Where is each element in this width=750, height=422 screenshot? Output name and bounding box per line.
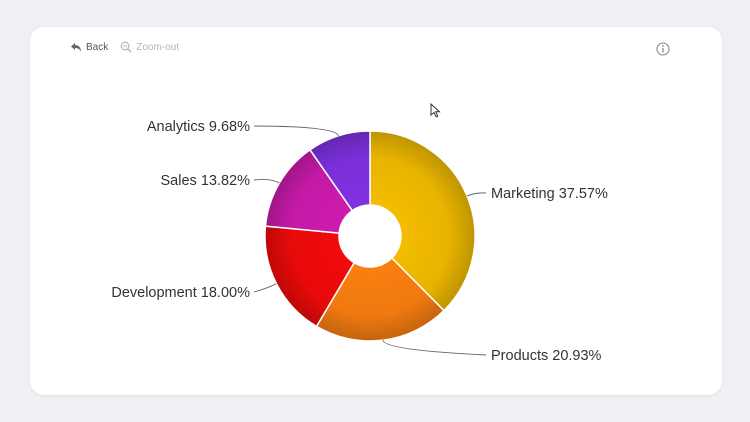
zoom-out-label: Zoom-out — [136, 41, 180, 53]
zoom-out-button[interactable]: Zoom-out — [120, 41, 179, 53]
back-label: Back — [86, 41, 109, 53]
chart-toolbar: Back Zoom-out — [70, 41, 179, 53]
leader-line-development — [253, 283, 277, 293]
info-circle-icon — [656, 42, 670, 60]
slice-development[interactable] — [264, 225, 356, 328]
undo-arrow-icon — [70, 42, 82, 53]
slice-sales[interactable] — [264, 148, 354, 234]
label-products: Products 20.93% — [491, 348, 602, 364]
leader-line-sales — [253, 178, 280, 184]
leader-line-analytics — [253, 125, 339, 137]
slice-marketing[interactable] — [369, 130, 476, 312]
chart-slices — [264, 130, 476, 342]
slice-analytics[interactable] — [308, 130, 371, 212]
back-button[interactable]: Back — [70, 42, 108, 53]
label-marketing: Marketing 37.57% — [491, 186, 608, 202]
chart-labels: Marketing 37.57% Products 20.93% Developme… — [111, 119, 608, 364]
magnifier-minus-icon — [120, 41, 132, 53]
slice-products[interactable] — [315, 256, 445, 342]
mouse-cursor-icon — [430, 102, 442, 124]
label-sales: Sales 13.82% — [161, 173, 251, 189]
leader-line-products — [382, 339, 487, 356]
leader-line-marketing — [466, 192, 487, 197]
label-development: Development 18.00% — [111, 285, 250, 301]
info-button[interactable] — [656, 42, 670, 56]
chart-leader-lines — [253, 125, 487, 356]
label-analytics: Analytics 9.68% — [147, 119, 250, 135]
